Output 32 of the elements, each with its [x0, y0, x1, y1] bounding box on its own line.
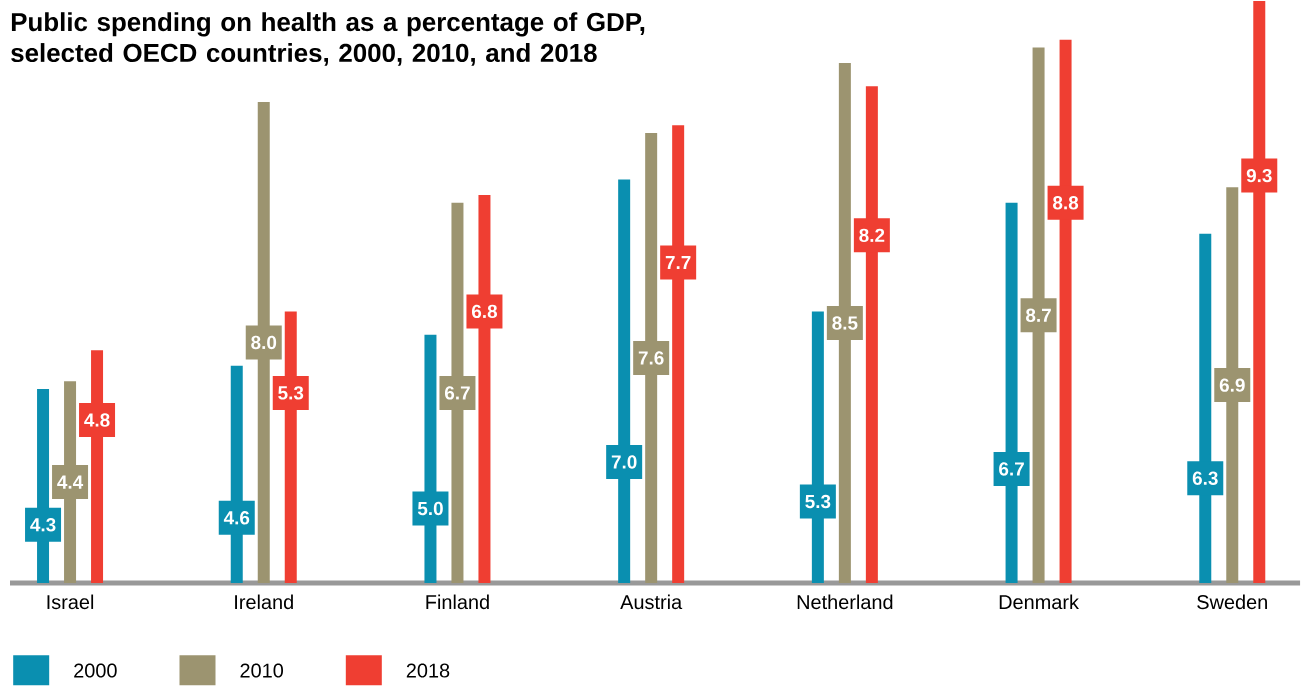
x-tick-label: Israel: [47, 594, 94, 610]
data-label: 8.7: [1026, 308, 1051, 322]
data-label: 5.3: [805, 494, 831, 509]
x-tick-label: Netherland: [797, 594, 893, 610]
data-label: 6.3: [1192, 471, 1218, 485]
data-label: 9.3: [1246, 168, 1272, 183]
data-label: 6.8: [471, 304, 498, 319]
data-label: 8.8: [1053, 196, 1079, 210]
text: Public spending on health as a percentage of GDP, selected OECD countries, 2000, 2010, and 2018: [11, 12, 645, 66]
x-tick-label: Denmark: [999, 594, 1079, 610]
data-label: 5.3: [278, 386, 304, 400]
data-label: 8.5: [832, 316, 858, 330]
data-label: 4.4: [57, 475, 84, 489]
legend-label: 2010: [240, 663, 284, 678]
data-label: 4.6: [223, 511, 250, 525]
x-tick-label: Ireland: [235, 594, 293, 610]
data-label: 6.7: [444, 386, 470, 400]
x-tick-label: Austria: [620, 594, 683, 610]
data-label: 4.3: [30, 518, 56, 532]
data-label: 5.0: [417, 501, 443, 516]
data-label: 7.7: [665, 256, 691, 270]
data-label: 6.9: [1219, 378, 1245, 392]
data-label: 8.2: [859, 228, 885, 243]
data-label: 7.0: [611, 455, 637, 469]
data-label: 6.7: [999, 462, 1024, 476]
data-label: 4.8: [84, 413, 110, 427]
x-tick-label: Sweden: [1197, 594, 1267, 610]
legend-label: 2018: [406, 663, 450, 678]
x-tick-label: Finland: [426, 594, 489, 610]
data-label: 7.6: [638, 351, 664, 365]
legend-label: 2000: [74, 663, 117, 678]
data-label: 8.0: [251, 335, 277, 350]
